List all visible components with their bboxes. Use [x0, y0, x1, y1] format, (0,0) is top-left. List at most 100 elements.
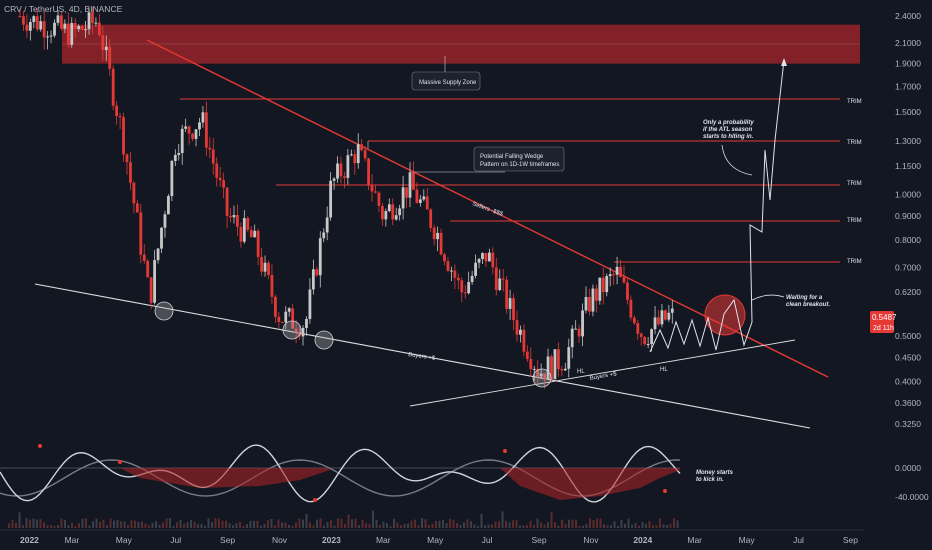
- candle-body: [567, 347, 571, 369]
- candle-body: [104, 46, 108, 51]
- time-tick-label: 2022: [20, 535, 39, 545]
- volume-bar: [291, 525, 294, 528]
- volume-bar: [582, 525, 584, 528]
- candle-body: [446, 261, 450, 271]
- volume-bar: [505, 520, 507, 528]
- candle-body: [118, 116, 122, 118]
- volume-bar: [494, 521, 497, 528]
- volume-bar: [284, 522, 287, 528]
- volume-bar: [519, 525, 521, 528]
- candle-body: [305, 318, 308, 328]
- volume-bar: [81, 519, 84, 528]
- volume-bar: [99, 521, 101, 528]
- candle-body: [198, 122, 201, 130]
- candle-body: [494, 267, 498, 291]
- candle-body: [256, 230, 260, 257]
- volume-bar: [225, 520, 227, 528]
- candle-body: [391, 204, 395, 220]
- volume-bar: [659, 518, 661, 528]
- volume-bar: [400, 525, 402, 528]
- volume-bar: [638, 525, 640, 528]
- volume-bar: [183, 523, 185, 528]
- volume-bar: [417, 525, 420, 528]
- price-tick-label: 1.9000: [895, 59, 921, 69]
- volume-bar: [617, 525, 619, 528]
- volume-bar: [242, 525, 245, 528]
- candle-body: [636, 323, 640, 334]
- volume-bar: [522, 525, 525, 528]
- candle-body: [615, 266, 619, 275]
- candle-body: [163, 214, 167, 228]
- candle-body: [156, 248, 160, 261]
- candle-body: [543, 373, 547, 380]
- volume-bar: [200, 523, 203, 528]
- wedge-label-line1: Potential Falling Wedge: [480, 154, 544, 160]
- candle-body: [563, 368, 567, 371]
- volume-bar: [78, 523, 80, 528]
- candle-body: [557, 349, 560, 370]
- candle-body: [398, 208, 402, 216]
- supply-zone-label: Massive Supply Zone: [419, 80, 477, 86]
- candle-body: [332, 178, 336, 181]
- volume-bar: [550, 511, 553, 528]
- volume-bar: [109, 518, 112, 528]
- price-tick-label: 0.3250: [895, 419, 921, 429]
- candle-body: [425, 196, 429, 210]
- volume-bar: [564, 524, 567, 528]
- volume-bar: [421, 518, 423, 528]
- volume-bar: [106, 525, 108, 528]
- candle-body: [608, 274, 612, 277]
- volume-bar: [529, 520, 532, 528]
- price-tick-label: 2.4000: [895, 11, 921, 21]
- volume-bar: [165, 518, 168, 528]
- volume-bar: [239, 521, 241, 528]
- price-tick-label: 0.3600: [895, 398, 921, 408]
- volume-bar: [515, 519, 518, 528]
- volume-bar: [662, 524, 665, 528]
- candle-body: [129, 162, 132, 183]
- candle-body: [108, 46, 112, 69]
- price-tick-label: 0.6200: [895, 287, 921, 297]
- candles: [18, 6, 674, 389]
- volume-bar: [253, 520, 255, 528]
- candle-body: [63, 23, 67, 29]
- candle-body: [153, 260, 157, 303]
- candle-body: [260, 256, 263, 272]
- volume-bar: [449, 518, 451, 528]
- candle-body: [336, 163, 339, 179]
- candle-body: [343, 176, 346, 178]
- candle-body: [401, 187, 405, 209]
- volume-bar: [375, 520, 378, 528]
- buyers-label-1: Buyers +$: [408, 352, 436, 362]
- money-note-line1: Money starts: [696, 470, 734, 476]
- volume-bar: [568, 519, 570, 528]
- probability-note-line1: Only a probability: [703, 120, 754, 126]
- volume-bar: [267, 520, 269, 528]
- volume-bar: [113, 520, 115, 528]
- candle-body: [70, 23, 74, 45]
- candle-body: [218, 177, 222, 181]
- volume-bar: [323, 525, 325, 528]
- volume-bar: [15, 522, 17, 528]
- volume-bar: [648, 520, 651, 528]
- oscillator-signal-dot: [663, 489, 667, 493]
- volume-bar: [620, 519, 623, 528]
- volume-bar: [533, 524, 535, 528]
- candle-body: [160, 227, 163, 249]
- candle-body: [612, 274, 616, 276]
- volume-bar: [221, 520, 224, 528]
- volume-bar: [666, 524, 668, 528]
- volume-bar: [197, 524, 199, 528]
- candle-body: [191, 133, 194, 139]
- time-tick-label: Sep: [843, 535, 858, 545]
- time-tick-label: Jul: [793, 535, 804, 545]
- candle-body: [349, 154, 353, 156]
- volume-bars: [8, 510, 679, 528]
- candle-body: [346, 155, 350, 178]
- volume-bar: [480, 513, 483, 528]
- volume-bar: [312, 525, 315, 528]
- candle-body: [49, 35, 53, 37]
- time-tick-label: May: [739, 535, 756, 545]
- volume-bar: [459, 524, 462, 528]
